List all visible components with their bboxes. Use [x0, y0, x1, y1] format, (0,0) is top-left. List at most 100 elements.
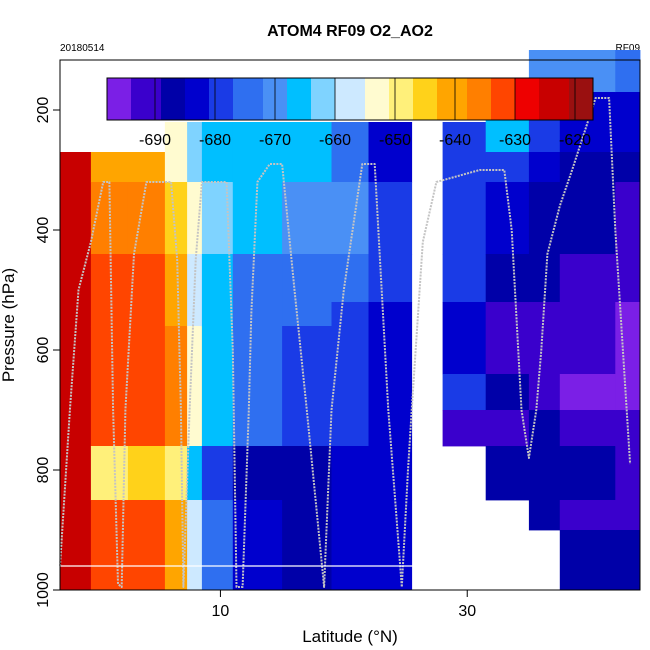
- heatmap-cell: [90, 446, 129, 501]
- colorbar-swatch: [311, 78, 318, 120]
- colorbar-swatch: [215, 78, 222, 120]
- colorbar-swatch: [155, 78, 162, 120]
- heatmap-cell: [615, 410, 641, 447]
- heatmap-cell: [331, 446, 369, 501]
- colorbar-swatch: [551, 78, 558, 120]
- colorbar-swatch: [425, 78, 432, 120]
- heatmap-cell: [90, 326, 129, 447]
- colorbar-swatch: [161, 78, 168, 120]
- colorbar-swatch: [491, 78, 498, 120]
- colorbar-swatch: [341, 78, 348, 120]
- heatmap-cell: [164, 326, 188, 447]
- heatmap-cell: [528, 374, 561, 411]
- heatmap-cell: [187, 446, 203, 501]
- colorbar-swatch: [521, 78, 528, 120]
- heatmap-cell: [559, 182, 616, 255]
- heatmap-cell: [282, 446, 332, 501]
- heatmap-cell: [559, 446, 616, 501]
- heatmap-cell: [559, 152, 616, 183]
- heatmap-cell: [127, 182, 166, 255]
- heatmap-cell: [368, 446, 413, 501]
- colorbar-tick-label: -650: [379, 132, 411, 149]
- heatmap-cell: [528, 152, 561, 183]
- heatmap-cell: [127, 326, 166, 447]
- heatmap-cell: [60, 182, 92, 255]
- colorbar-swatch: [329, 78, 336, 120]
- y-tick-label: 600: [35, 337, 52, 364]
- colorbar-swatch: [317, 78, 324, 120]
- heatmap-cell: [615, 446, 641, 501]
- heatmap-cell: [201, 254, 234, 327]
- date-label: 20180514: [60, 43, 105, 54]
- heatmap-cell: [442, 410, 487, 447]
- heatmap-cell: [282, 122, 332, 183]
- heatmap-cell: [368, 302, 413, 447]
- heatmap-cell: [485, 152, 530, 183]
- heatmap-cell: [368, 500, 413, 591]
- colorbar-swatch: [125, 78, 132, 120]
- y-tick-label: 200: [35, 97, 52, 124]
- colorbar-swatch: [389, 78, 396, 120]
- heatmap-cell: [528, 410, 561, 447]
- colorbar-swatch: [533, 78, 540, 120]
- colorbar-swatch: [113, 78, 120, 120]
- x-tick-label: 10: [212, 603, 230, 620]
- heatmap-cell: [90, 152, 129, 183]
- heatmap-cell: [60, 254, 92, 327]
- heatmap-cell: [232, 182, 283, 255]
- colorbar-swatch: [371, 78, 378, 120]
- heatmap-cell: [559, 302, 616, 375]
- chart-title: ATOM4 RF09 O2_AO2: [267, 23, 433, 40]
- colorbar-swatch: [359, 78, 366, 120]
- heatmap-cell: [615, 182, 641, 255]
- colorbar-swatch: [209, 78, 216, 120]
- heatmap-cell: [559, 254, 616, 303]
- heatmap-cell: [282, 500, 332, 591]
- colorbar-tick-label: -620: [559, 132, 591, 149]
- heatmap-cell: [528, 446, 561, 501]
- heatmap-cell: [485, 374, 530, 411]
- heatmap-cell: [528, 500, 561, 531]
- flight-track: [59, 97, 632, 588]
- heatmap-cell: [442, 302, 487, 375]
- colorbar-swatch: [539, 78, 546, 120]
- colorbar-tick-label: -630: [499, 132, 531, 149]
- colorbar-swatch: [587, 78, 594, 120]
- colorbar-swatch: [485, 78, 492, 120]
- heatmap-cell: [442, 122, 487, 183]
- colorbar-swatch: [413, 78, 420, 120]
- heatmap-cell: [528, 182, 561, 255]
- colorbar-swatch: [563, 78, 570, 120]
- heatmap-cell: [559, 500, 616, 531]
- colorbar-swatch: [257, 78, 264, 120]
- heatmap-cell: [187, 122, 203, 183]
- heatmap-cell: [90, 254, 129, 327]
- heatmap-cell: [60, 446, 92, 591]
- y-tick-label: 400: [35, 217, 52, 244]
- colorbar-swatch: [443, 78, 450, 120]
- colorbar-swatch: [263, 78, 270, 120]
- heatmap-cell: [485, 446, 530, 501]
- y-axis: 200 400 600 800 1000: [35, 97, 60, 608]
- colorbar-swatch: [233, 78, 240, 120]
- heatmap-cell: [442, 374, 487, 411]
- heatmap-cell: [187, 500, 203, 591]
- colorbar-swatch: [245, 78, 252, 120]
- heatmap-cell: [485, 410, 530, 447]
- colorbar-swatch: [581, 78, 588, 120]
- colorbar-swatch: [203, 78, 210, 120]
- heatmap-cell: [60, 326, 92, 447]
- colorbar-swatch: [323, 78, 330, 120]
- colorbar-swatch: [137, 78, 144, 120]
- colorbar-swatch: [569, 78, 576, 120]
- heatmap-cell: [164, 182, 188, 255]
- heatmap-cell: [331, 122, 369, 183]
- heatmap-cell: [559, 410, 616, 447]
- colorbar-swatch: [449, 78, 456, 120]
- y-tick-label: 1000: [35, 572, 52, 608]
- heatmap-cell: [201, 446, 234, 501]
- heatmap-cell: [164, 122, 188, 183]
- colorbar-swatch: [407, 78, 414, 120]
- colorbar-swatch: [173, 78, 180, 120]
- y-tick-label: 800: [35, 457, 52, 484]
